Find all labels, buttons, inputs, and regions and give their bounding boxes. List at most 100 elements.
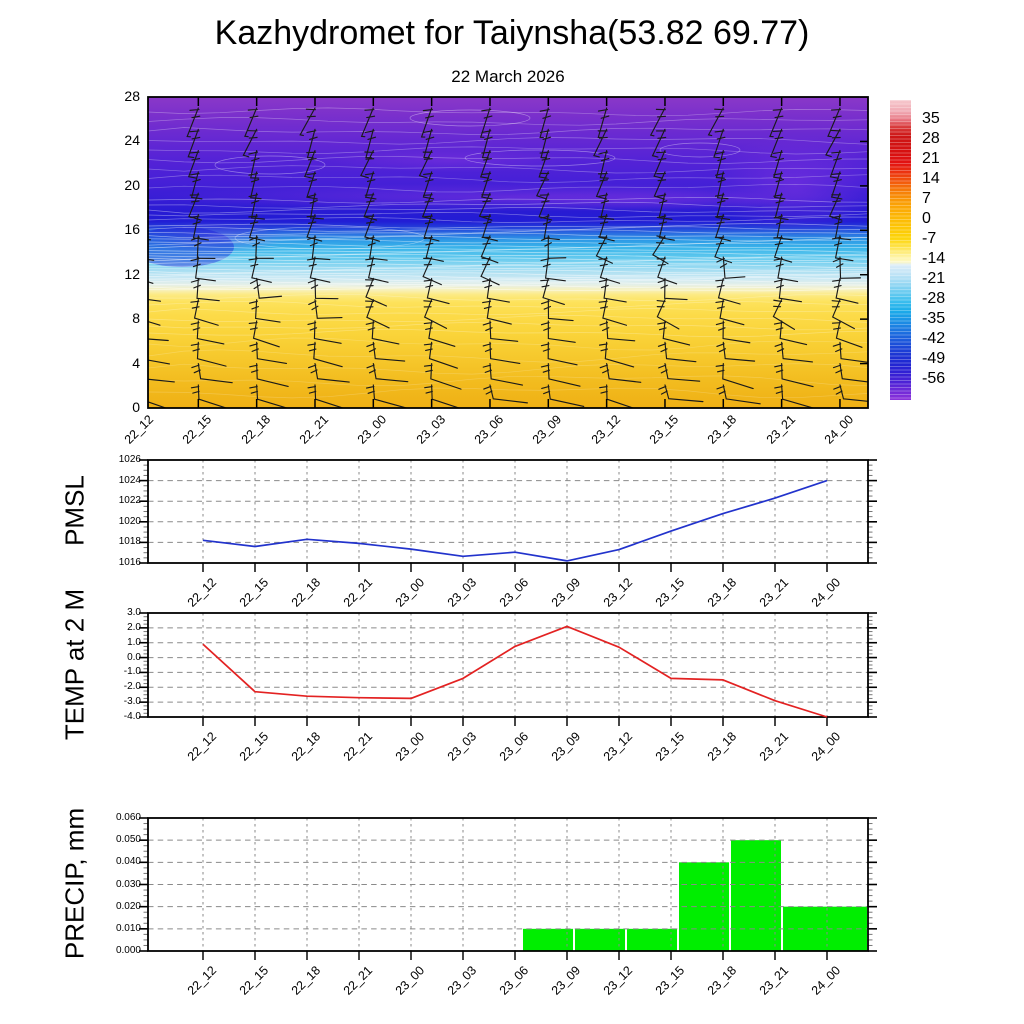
colorbar-tick-label: 7 (922, 190, 931, 207)
wind-barb (420, 107, 434, 138)
wind-barb (248, 192, 265, 220)
wind-barb (479, 107, 493, 138)
colorbar-tick-label: -56 (922, 370, 946, 387)
wind-barb (774, 363, 814, 388)
wind-barb (423, 320, 456, 347)
contour-line (148, 174, 868, 183)
wind-barb (190, 256, 216, 282)
wind-barb (366, 341, 406, 362)
wind-barb (832, 277, 859, 304)
precip-ytick-label: 0.020 (115, 900, 141, 912)
violet-patch (710, 135, 868, 235)
wind-barb (480, 256, 500, 286)
wind-barb (190, 341, 227, 367)
wind-barb (187, 150, 201, 179)
contour-line (148, 274, 868, 279)
wind-barb (307, 341, 343, 368)
wind-barb (481, 128, 493, 159)
level-tick-label: 24 (124, 132, 140, 149)
wind-barb (827, 107, 842, 138)
contour-line (148, 272, 868, 276)
wind-barb (423, 299, 448, 329)
wind-barb (364, 213, 380, 242)
violet-patch (490, 188, 790, 212)
contour-line (148, 117, 868, 126)
wind-barb (773, 277, 803, 303)
wind-barb (540, 341, 578, 366)
wind-barb (364, 171, 377, 200)
wind-barb (715, 277, 741, 305)
wind-barb (658, 363, 701, 382)
colorbar (890, 100, 911, 400)
wind-barb (540, 213, 560, 241)
contour-line (148, 269, 868, 274)
wind-barb (482, 363, 523, 386)
wind-barb (773, 235, 793, 263)
contour-line (148, 146, 868, 155)
pmsl-ytick-label: 1022 (118, 495, 141, 507)
contour-line (148, 232, 868, 239)
wind-barb (595, 235, 613, 264)
wind-barb (831, 320, 863, 348)
wind-barb (657, 320, 691, 346)
wind-barb (421, 192, 436, 221)
wind-barb (132, 193, 146, 220)
contour-line (148, 226, 868, 232)
contour-line (148, 267, 868, 271)
wind-barb (538, 150, 551, 179)
wind-barb (715, 299, 745, 326)
precip-ytick-label: 0.030 (115, 878, 141, 890)
wind-barb (306, 192, 325, 220)
contour-loop (409, 109, 531, 127)
wind-barb (249, 299, 281, 323)
level-tick-label: 8 (132, 310, 140, 327)
wind-barb (307, 277, 339, 300)
wind-barb (190, 320, 225, 345)
precip-ytick-label: 0.010 (115, 922, 141, 934)
precip-axis-title: PRECIP, mm (59, 807, 90, 960)
wind-barb (540, 363, 581, 387)
contour-line (148, 196, 868, 204)
wind-barb (774, 384, 817, 408)
wind-barb (190, 277, 220, 302)
precip-ytick-label: 0.040 (115, 856, 141, 868)
wind-barb (422, 256, 442, 286)
contour-line (148, 308, 868, 315)
contour-loop (659, 142, 741, 158)
precip-ytick-label: 0.000 (115, 945, 141, 956)
wind-barb (656, 213, 675, 241)
wind-barb (649, 107, 667, 137)
colorbar-tick-label: 28 (922, 130, 940, 147)
wind-barb (598, 277, 627, 303)
wind-barb (187, 128, 201, 159)
wind-barb (774, 341, 814, 363)
contour-line (148, 261, 868, 266)
wind-barb (831, 235, 854, 262)
contour-line (148, 242, 868, 248)
wind-barb (540, 299, 574, 322)
wind-barb (365, 256, 389, 283)
wind-barb (248, 150, 260, 179)
contour-lines (148, 107, 868, 399)
page-subtitle: 22 March 2026 (451, 67, 565, 86)
precip-ytick-label: 0.060 (115, 812, 141, 823)
wind-barb (599, 320, 636, 342)
contour-line (148, 300, 868, 309)
contour-line (148, 349, 868, 363)
wind-barb (242, 128, 258, 158)
wind-barb-field (132, 107, 868, 408)
wind-barb (190, 235, 216, 259)
wind-barb (832, 341, 868, 364)
pmsl-ytick-label: 1018 (118, 536, 141, 548)
wind-barb (249, 363, 289, 387)
wind-barb (773, 171, 786, 200)
wind-barb (480, 235, 499, 264)
precip-ytick-label: 0.050 (115, 834, 141, 846)
contour-line (148, 165, 868, 174)
wind-barb (829, 150, 842, 179)
wind-barb (482, 341, 521, 365)
contour-line (148, 282, 868, 287)
panel-frame (147, 817, 869, 952)
wind-barb (364, 277, 388, 307)
